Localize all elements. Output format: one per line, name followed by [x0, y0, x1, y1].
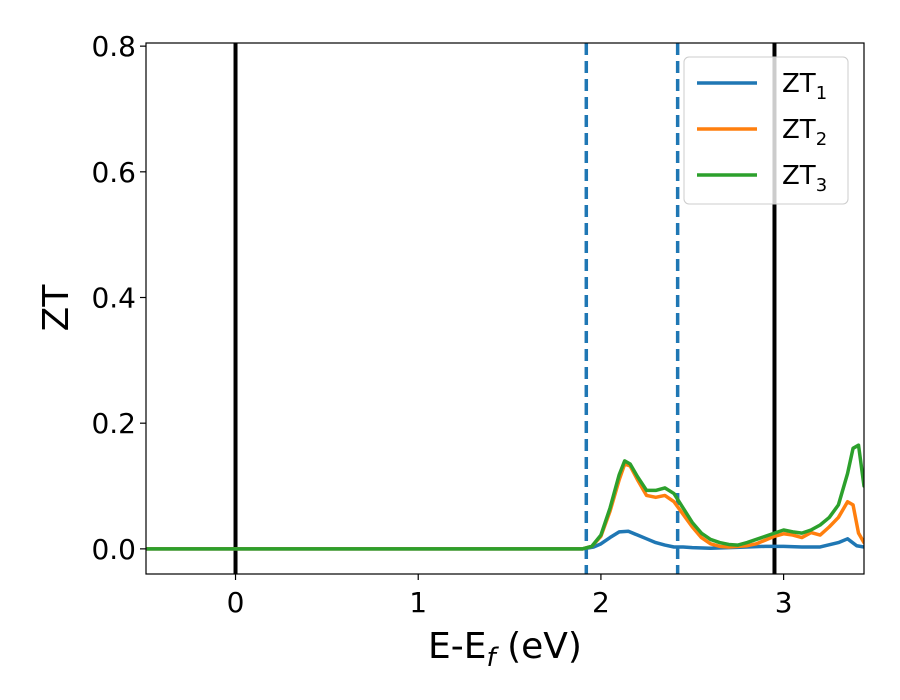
x-tick-label: 1: [409, 586, 427, 619]
series-line-zt2: [146, 462, 864, 551]
y-tick-label: 0.2: [91, 407, 136, 440]
x-tick-label: 2: [592, 586, 610, 619]
series-lines: [146, 443, 864, 551]
plot-frame: [145, 42, 865, 575]
series-line-zt1: [146, 529, 864, 551]
y-tick-label: 0.0: [91, 533, 136, 566]
y-tick-label: 0.4: [91, 282, 136, 315]
y-tick-label: 0.6: [91, 156, 136, 189]
x-tick-label: 0: [227, 586, 245, 619]
x-axis-title: E-Ef (eV): [428, 626, 582, 673]
series-line-zt3: [146, 443, 864, 551]
legend-label: ZT2: [782, 115, 827, 150]
legend: ZT1 ZT2 ZT3: [683, 56, 849, 205]
x-tick-label: 3: [775, 586, 793, 619]
legend-label: ZT1: [782, 69, 827, 104]
legend-label: ZT3: [782, 161, 827, 196]
y-tick-label: 0.8: [91, 30, 136, 63]
legend-box: [683, 56, 849, 205]
y-axis-title: ZT: [36, 284, 77, 332]
y-ticks: 0.0 0.2 0.4 0.6 0.8: [91, 30, 146, 566]
x-ticks: 0 1 2 3: [227, 574, 793, 619]
